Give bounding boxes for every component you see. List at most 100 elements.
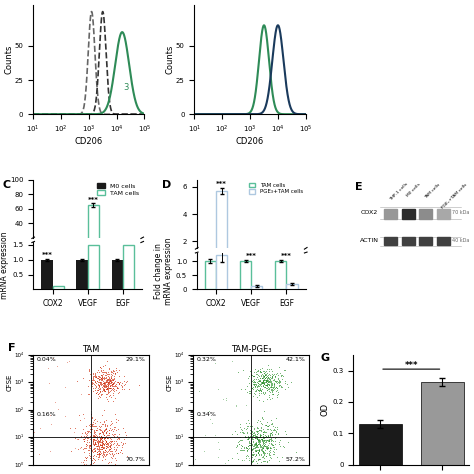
Point bbox=[101, 446, 109, 454]
Point bbox=[100, 420, 107, 428]
Point bbox=[268, 367, 275, 374]
Point bbox=[100, 448, 108, 456]
Point bbox=[103, 377, 110, 385]
Point bbox=[120, 373, 128, 380]
Point bbox=[110, 439, 118, 447]
Point bbox=[251, 441, 259, 449]
Point bbox=[259, 442, 266, 450]
Point bbox=[99, 381, 107, 389]
Point bbox=[96, 437, 104, 444]
Point bbox=[263, 365, 271, 373]
Point bbox=[95, 375, 102, 383]
Point bbox=[256, 367, 264, 374]
Point bbox=[85, 421, 93, 428]
Point bbox=[105, 397, 112, 404]
Point bbox=[281, 428, 289, 435]
Point bbox=[97, 374, 105, 381]
Point bbox=[264, 395, 271, 403]
Point bbox=[255, 392, 263, 399]
Text: ***: *** bbox=[41, 252, 52, 258]
Point bbox=[104, 376, 112, 383]
Point bbox=[242, 401, 249, 409]
Point bbox=[257, 371, 265, 379]
Point bbox=[88, 446, 95, 454]
Point bbox=[261, 383, 269, 391]
Point bbox=[245, 445, 252, 453]
Point bbox=[255, 435, 263, 443]
Point bbox=[118, 442, 126, 449]
Point bbox=[281, 385, 289, 393]
Point bbox=[265, 385, 273, 393]
Point bbox=[275, 438, 283, 446]
Point bbox=[262, 442, 269, 450]
Point bbox=[256, 456, 264, 463]
Point bbox=[105, 438, 113, 446]
Point bbox=[88, 431, 95, 438]
Point bbox=[248, 435, 256, 443]
Point bbox=[95, 380, 102, 388]
Point bbox=[270, 441, 277, 448]
Point bbox=[98, 375, 106, 383]
Point bbox=[109, 382, 116, 389]
Point bbox=[101, 378, 109, 386]
Point bbox=[91, 458, 98, 466]
Point bbox=[267, 377, 274, 385]
Point bbox=[90, 374, 97, 381]
Point bbox=[258, 435, 265, 443]
Point bbox=[256, 374, 264, 382]
Point bbox=[270, 426, 277, 434]
Point bbox=[270, 445, 278, 452]
Point bbox=[268, 380, 276, 387]
Point bbox=[253, 440, 260, 447]
Point bbox=[101, 368, 109, 375]
Point bbox=[82, 440, 90, 448]
Point bbox=[109, 375, 117, 383]
Point bbox=[240, 429, 248, 437]
Point bbox=[274, 430, 282, 438]
Point bbox=[247, 438, 255, 445]
Point bbox=[103, 461, 111, 468]
Point bbox=[98, 376, 105, 384]
Point bbox=[245, 441, 253, 448]
Point bbox=[264, 361, 272, 369]
Point bbox=[266, 432, 274, 440]
Point bbox=[106, 450, 114, 457]
Point bbox=[97, 432, 105, 440]
Point bbox=[243, 446, 250, 453]
Point bbox=[96, 443, 103, 451]
Point bbox=[81, 445, 89, 452]
Point bbox=[252, 451, 259, 459]
Point bbox=[261, 374, 268, 382]
Point bbox=[255, 433, 263, 440]
Point bbox=[110, 430, 118, 438]
Point bbox=[95, 385, 102, 392]
Point bbox=[255, 437, 262, 445]
Point bbox=[253, 433, 260, 441]
Point bbox=[102, 378, 110, 386]
Point bbox=[253, 447, 261, 454]
Point bbox=[107, 440, 114, 447]
Point bbox=[259, 371, 266, 379]
Point bbox=[260, 376, 267, 384]
Point bbox=[264, 433, 272, 440]
Point bbox=[86, 427, 93, 435]
Point bbox=[82, 428, 89, 436]
Point bbox=[99, 439, 107, 447]
Point bbox=[251, 383, 259, 391]
Point bbox=[255, 438, 263, 445]
Point bbox=[271, 440, 278, 448]
Point bbox=[97, 384, 104, 392]
Point bbox=[255, 367, 262, 374]
Point bbox=[257, 368, 264, 376]
Point bbox=[271, 372, 279, 380]
Point bbox=[106, 434, 114, 441]
Point bbox=[94, 439, 102, 447]
Point bbox=[86, 451, 93, 459]
Point bbox=[264, 419, 271, 426]
Point bbox=[250, 372, 257, 380]
Point bbox=[102, 451, 110, 458]
Point bbox=[271, 375, 278, 383]
Point bbox=[274, 390, 282, 398]
Point bbox=[90, 432, 98, 440]
Point bbox=[102, 442, 110, 450]
